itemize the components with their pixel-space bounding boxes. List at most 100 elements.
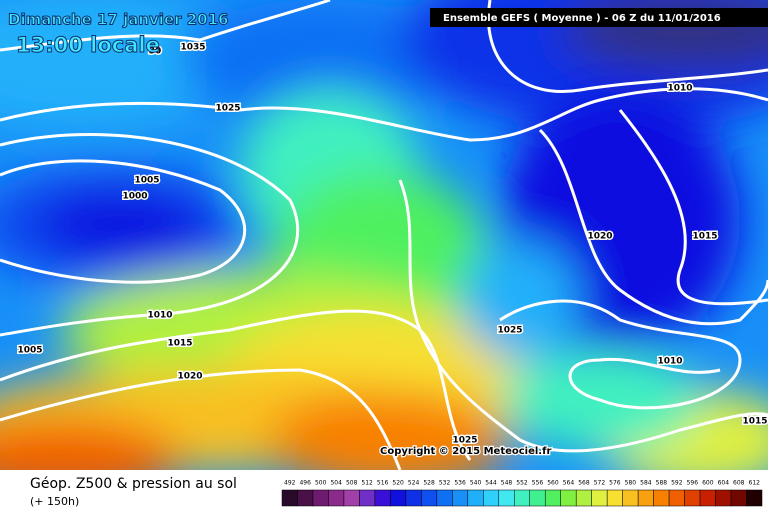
scale-label: 528 xyxy=(423,480,435,487)
scale-swatch xyxy=(622,489,639,507)
scale-label: 608 xyxy=(733,480,745,487)
scale-swatch xyxy=(575,489,592,507)
scale-swatch xyxy=(746,489,763,507)
scale-swatch xyxy=(606,489,623,507)
run-info: Ensemble GEFS ( Moyenne ) - 06 Z du 11/0… xyxy=(443,13,721,24)
scale-swatch xyxy=(668,489,685,507)
isobar xyxy=(398,179,768,453)
scale-swatch xyxy=(452,489,469,507)
scale-swatch xyxy=(684,489,701,507)
scale-swatch xyxy=(328,489,345,507)
isobar xyxy=(499,299,742,410)
isobar xyxy=(0,368,402,470)
run-box xyxy=(430,8,768,27)
isobar xyxy=(538,128,768,326)
scale-swatch xyxy=(483,489,500,507)
scale-swatch xyxy=(374,489,391,507)
scale-swatch xyxy=(653,489,670,507)
isobar-label: 1005 xyxy=(134,176,159,186)
scale-label: 576 xyxy=(609,480,621,487)
date: Dimanche 17 janvier 2016 xyxy=(8,11,229,29)
scale-label: 516 xyxy=(377,480,389,487)
scale-swatch xyxy=(730,489,747,507)
footer-lead: (+ 150h) xyxy=(30,495,79,508)
scale-label: 508 xyxy=(346,480,358,487)
scale-label: 596 xyxy=(687,480,699,487)
scale-swatch xyxy=(359,489,376,507)
scale-label: 552 xyxy=(516,480,528,487)
copyright: Copyright © 2015 Meteociel.fr xyxy=(380,446,551,457)
isobar-label: 1000 xyxy=(122,192,147,202)
scale-label: 532 xyxy=(439,480,451,487)
scale-swatch xyxy=(390,489,407,507)
time: 13:00 locale xyxy=(16,33,160,57)
scale-swatch xyxy=(715,489,732,507)
scale-label: 540 xyxy=(470,480,482,487)
scale-label: 580 xyxy=(625,480,637,487)
scale-swatch xyxy=(514,489,530,507)
isobar xyxy=(0,309,472,461)
scale-swatch xyxy=(312,489,329,507)
isobar-label: 1010 xyxy=(657,357,682,367)
scale-swatch xyxy=(498,489,515,507)
isobar-label: 1020 xyxy=(177,372,202,382)
isobar-label: 1010 xyxy=(667,84,692,94)
isobar-label: 30 xyxy=(149,47,162,57)
scale-label: 612 xyxy=(749,480,761,487)
scale-label: 584 xyxy=(640,480,652,487)
scale-label: 520 xyxy=(392,480,404,487)
scale-label: 592 xyxy=(671,480,683,487)
scale-label: 600 xyxy=(702,480,714,487)
scale-label: 560 xyxy=(547,480,559,487)
scale-swatch xyxy=(591,489,608,507)
scale-swatch xyxy=(544,489,561,507)
scale-label: 548 xyxy=(501,480,513,487)
scale-label: 556 xyxy=(532,480,544,487)
isobar-label: 1015 xyxy=(692,232,717,242)
footer-title: Géop. Z500 & pression au sol xyxy=(30,476,237,492)
scale-label: 564 xyxy=(563,480,575,487)
scale-label: 512 xyxy=(361,480,373,487)
isobar-label: 1015 xyxy=(742,417,767,427)
scale-label: 588 xyxy=(656,480,668,487)
isobar xyxy=(618,109,768,306)
field: 1035 30 1025 1005 1000 1010 1020 1015 1010 1005 10… xyxy=(0,0,768,470)
isobar-label: 1005 xyxy=(17,346,42,356)
scale-swatch xyxy=(405,489,422,507)
scale-swatch xyxy=(421,489,438,507)
isobar-label: 1025 xyxy=(215,104,240,114)
scale-swatch xyxy=(297,489,314,507)
isobar xyxy=(0,87,768,142)
isobar-labels: 1035 30 1025 1005 1000 1010 1020 1015 1010 1005 10… xyxy=(16,41,768,447)
isobar-label: 1025 xyxy=(497,326,522,336)
scale-swatch xyxy=(436,489,453,507)
isobar xyxy=(0,132,300,337)
scale-label: 572 xyxy=(594,480,606,487)
color-scale: 492 496 500 504 508 512 516 520 524 528 532 536 540 5… xyxy=(281,480,763,507)
scale-swatch xyxy=(560,489,577,507)
scale-label: 492 xyxy=(284,480,296,487)
scale-label: 496 xyxy=(299,480,311,487)
scale-label: 604 xyxy=(718,480,730,487)
scale-swatch xyxy=(281,489,298,507)
scale-swatch xyxy=(699,489,716,507)
scale-label: 524 xyxy=(408,480,420,487)
scale-swatch xyxy=(529,489,546,507)
scale-label: 504 xyxy=(330,480,342,487)
scale-swatch xyxy=(467,489,484,507)
isobar-label: 1035 xyxy=(180,43,205,53)
isobar xyxy=(0,0,331,52)
scale-swatch xyxy=(637,489,654,507)
isobar xyxy=(487,0,768,93)
scale-label: 544 xyxy=(485,480,497,487)
scale-label: 568 xyxy=(578,480,590,487)
isobar-label: 1015 xyxy=(167,339,192,349)
scale-label: 500 xyxy=(315,480,327,487)
isobar-label: 1025 xyxy=(452,436,477,446)
scale-label: 536 xyxy=(454,480,466,487)
isobar-label: 1020 xyxy=(587,232,612,242)
isobar xyxy=(0,159,247,284)
isobar-label: 1010 xyxy=(147,311,172,321)
